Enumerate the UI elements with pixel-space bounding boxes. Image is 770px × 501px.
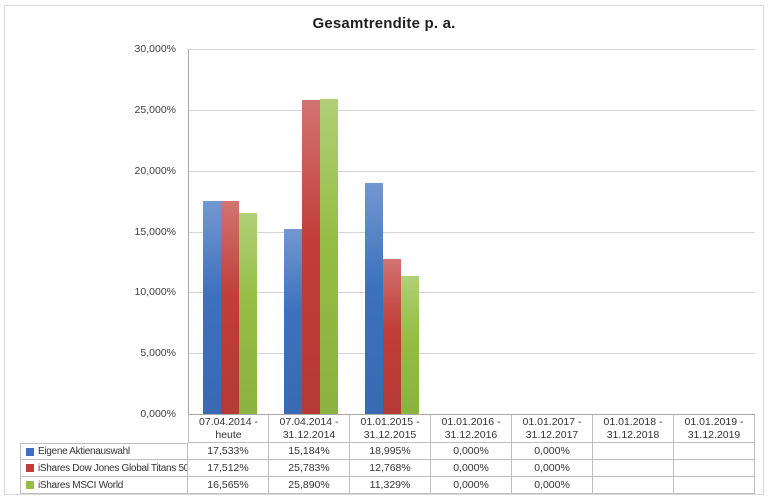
table-value-cell: 0,000% bbox=[431, 443, 512, 460]
bar-series-1-category-3 bbox=[364, 182, 383, 414]
table-value-cell: 12,768% bbox=[350, 460, 431, 477]
legend-item-label: iShares MSCI World bbox=[38, 479, 123, 491]
chart-area[interactable]: Gesamtrendite p. a. 0,000% 5,000% 10,000% 1… bbox=[4, 5, 764, 495]
table-value-cell bbox=[674, 460, 755, 477]
legend-key-swatch bbox=[26, 447, 34, 456]
category-header-cell: 01.01.2015 - 31.12.2015 bbox=[350, 414, 431, 443]
legend-item: Eigene Aktienauswahl bbox=[20, 443, 188, 460]
gridline bbox=[189, 170, 755, 172]
bar-group bbox=[189, 49, 270, 414]
table-value-cell: 17,512% bbox=[188, 460, 269, 477]
category-header-cell: 01.01.2019 - 31.12.2019 bbox=[674, 414, 755, 443]
table-value-cell: 0,000% bbox=[431, 477, 512, 494]
bar-group bbox=[594, 49, 675, 414]
category-header-cell: 01.01.2016 - 31.12.2016 bbox=[431, 414, 512, 443]
bar-series-2-category-2 bbox=[301, 100, 320, 414]
table-value-cell: 25,890% bbox=[269, 477, 350, 494]
table-value-cell: 0,000% bbox=[512, 460, 593, 477]
table-value-cell: 0,000% bbox=[431, 460, 512, 477]
table-value-cell: 17,533% bbox=[188, 443, 269, 460]
bar-group bbox=[513, 49, 594, 414]
y-axis: 0,000% 5,000% 10,000% 15,000% 20,000% 25,000%… bbox=[5, 6, 180, 494]
table-value-cell bbox=[674, 443, 755, 460]
y-axis-tick-label: 5,000% bbox=[140, 347, 176, 360]
legend-key-swatch bbox=[26, 464, 34, 472]
table-value-cell: 15,184% bbox=[269, 443, 350, 460]
bar-series-2-category-1 bbox=[220, 200, 239, 414]
bar-series-1-category-2 bbox=[283, 229, 302, 414]
y-axis-tick-label: 10,000% bbox=[134, 286, 176, 299]
table-value-cell bbox=[593, 460, 674, 477]
bar-series-2-category-3 bbox=[382, 258, 401, 414]
gridline bbox=[189, 231, 755, 233]
gridline bbox=[189, 353, 755, 355]
gridline bbox=[189, 292, 755, 294]
legend-item-label: iShares Dow Jones Global Titans 50 bbox=[38, 462, 188, 474]
table-value-cell bbox=[674, 477, 755, 494]
table-value-cell bbox=[593, 443, 674, 460]
bar-group bbox=[432, 49, 513, 414]
table-value-cell: 0,000% bbox=[512, 443, 593, 460]
bar-group bbox=[270, 49, 351, 414]
table-value-cell: 11,329% bbox=[350, 477, 431, 494]
bar-group bbox=[351, 49, 432, 414]
category-header-cell: 01.01.2017 - 31.12.2017 bbox=[512, 414, 593, 443]
gridline bbox=[189, 49, 755, 50]
y-axis-tick-label: 20,000% bbox=[134, 164, 176, 177]
plot-area bbox=[188, 49, 755, 414]
category-header-cell: 07.04.2014 - 31.12.2014 bbox=[269, 414, 350, 443]
category-header-cell: 07.04.2014 - heute bbox=[188, 414, 269, 443]
legend-item: iShares Dow Jones Global Titans 50 bbox=[20, 460, 188, 477]
y-axis-tick-label: 25,000% bbox=[134, 103, 176, 116]
y-axis-tick-label: 0,000% bbox=[140, 408, 176, 420]
bar-series-1-category-1 bbox=[202, 200, 221, 414]
y-axis-tick-label: 15,000% bbox=[134, 225, 176, 238]
table-value-cell: 18,995% bbox=[350, 443, 431, 460]
bar-series-3-category-1 bbox=[238, 212, 257, 414]
bar-series-3-category-2 bbox=[319, 99, 338, 414]
table-value-cell bbox=[593, 477, 674, 494]
gridline bbox=[189, 109, 755, 111]
table-value-cell: 25,783% bbox=[269, 460, 350, 477]
legend-key-swatch bbox=[26, 481, 34, 489]
y-axis-tick-label: 30,000% bbox=[134, 43, 176, 55]
bar-series-3-category-3 bbox=[400, 276, 419, 414]
category-header-cell: 01.01.2018 - 31.12.2018 bbox=[593, 414, 674, 443]
table-value-cell: 0,000% bbox=[512, 477, 593, 494]
legend-item-label: Eigene Aktienauswahl bbox=[38, 446, 130, 457]
legend-item: iShares MSCI World bbox=[20, 477, 188, 494]
bar-group bbox=[675, 49, 756, 414]
chart-title: Gesamtrendite p. a. bbox=[312, 15, 456, 32]
table-value-cell: 16,565% bbox=[188, 477, 269, 494]
